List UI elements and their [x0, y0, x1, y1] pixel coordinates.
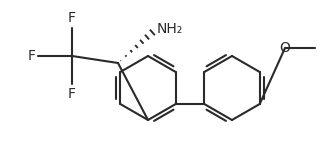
Text: F: F	[68, 11, 76, 25]
Text: F: F	[28, 49, 36, 63]
Text: F: F	[68, 87, 76, 101]
Text: NH₂: NH₂	[157, 22, 183, 36]
Text: O: O	[280, 41, 290, 55]
